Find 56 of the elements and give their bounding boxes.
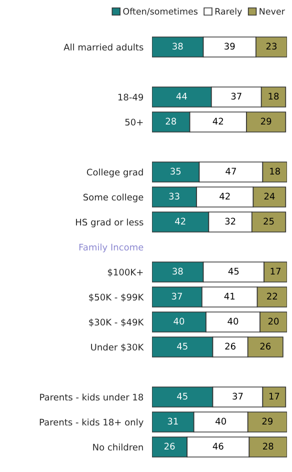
data-label: 40 <box>174 318 184 325</box>
data-label: 18 <box>268 92 279 100</box>
y-tick-label: 50+ <box>125 118 143 126</box>
y-tick-label: $30K - $49K <box>89 318 144 327</box>
data-label: 26 <box>164 442 175 450</box>
data-label: 28 <box>263 442 274 450</box>
data-label: 23 <box>266 42 276 50</box>
legend-label: Often/sometimes <box>123 8 198 16</box>
data-label: 42 <box>175 218 186 224</box>
data-label: 17 <box>269 392 280 400</box>
data-label: 24 <box>264 192 275 200</box>
y-tick-label: Some college <box>83 194 144 202</box>
data-label: 44 <box>176 92 187 100</box>
y-tick-label: No children <box>93 444 143 451</box>
y-tick-label: Parents - kids 18+ only <box>40 418 144 428</box>
data-label: 41 <box>224 292 235 300</box>
data-label: 20 <box>268 318 279 325</box>
data-label: 42 <box>212 118 223 124</box>
y-tick-label: Family Income <box>79 244 144 252</box>
data-label: 25 <box>264 218 274 225</box>
data-label: 45 <box>177 342 188 350</box>
data-label: 40 <box>216 418 226 425</box>
y-tick-label: Parents - kids under 18 <box>40 394 144 401</box>
legend-label: Rarely <box>215 8 242 16</box>
data-label: 39 <box>224 42 235 50</box>
y-tick-label: 18-49 <box>118 94 144 101</box>
data-label: 37 <box>172 292 182 300</box>
y-tick-label: All married adults <box>64 44 144 51</box>
data-label: 38 <box>172 42 183 50</box>
data-label: 45 <box>177 392 188 400</box>
y-tick-label: $100K+ <box>108 268 143 277</box>
data-label: 17 <box>270 268 280 274</box>
data-label: 26 <box>260 342 271 350</box>
data-label: 37 <box>231 92 242 100</box>
data-label: 31 <box>168 418 178 425</box>
data-label: 28 <box>166 118 176 125</box>
data-label: 40 <box>228 318 238 325</box>
data-label: 29 <box>260 118 272 125</box>
data-label: 46 <box>212 442 224 450</box>
data-label: 37 <box>232 392 243 400</box>
data-label: 26 <box>225 342 236 350</box>
data-label: 32 <box>225 218 236 225</box>
legend-label: Never <box>260 8 285 15</box>
y-tick-label: Under $30K <box>91 344 144 352</box>
data-label: 29 <box>262 418 273 425</box>
data-label: 18 <box>270 168 280 175</box>
y-tick-label: HS grad or less <box>76 218 144 228</box>
data-label: 22 <box>267 292 277 300</box>
data-label: 38 <box>172 268 183 275</box>
data-label: 42 <box>220 192 230 200</box>
y-tick-label: $50K - $99K <box>89 294 144 302</box>
data-label: 45 <box>228 268 239 275</box>
data-label: 35 <box>170 168 181 175</box>
data-label: 47 <box>226 168 236 174</box>
data-label: 33 <box>169 192 180 200</box>
y-tick-label: College grad <box>86 168 143 178</box>
